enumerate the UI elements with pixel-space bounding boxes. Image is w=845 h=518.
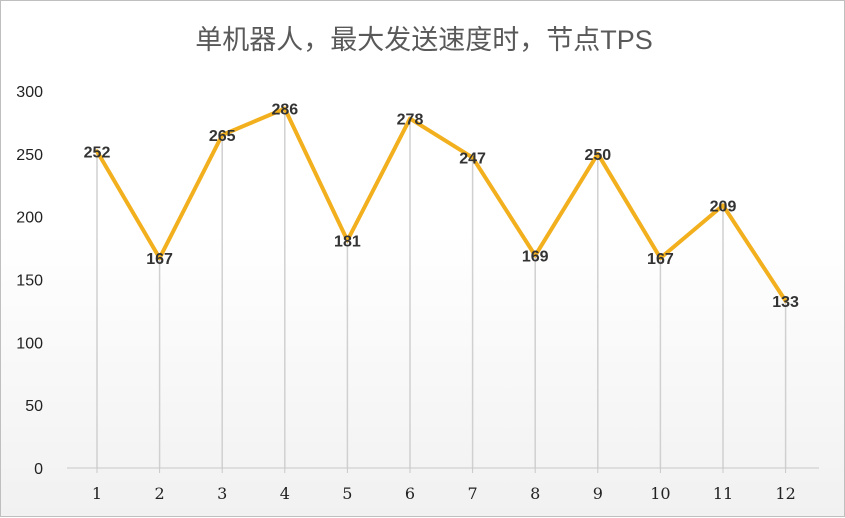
drop-lines-group: [97, 109, 786, 468]
y-tick-label: 150: [16, 273, 43, 290]
y-tick-label: 300: [16, 84, 43, 101]
data-label: 265: [209, 128, 236, 145]
y-tick-label: 50: [25, 398, 43, 415]
x-tick-label: 6: [405, 484, 415, 503]
y-tick-label: 200: [16, 210, 43, 227]
data-label: 247: [459, 151, 486, 168]
x-tick-label: 5: [342, 484, 352, 503]
data-label: 169: [522, 249, 549, 266]
x-tick-label: 8: [530, 484, 540, 503]
x-tick-label: 7: [468, 484, 478, 503]
series-group: [97, 108, 786, 300]
x-tick-label: 4: [280, 484, 290, 503]
chart-title: 单机器人，最大发送速度时，节点TPS: [195, 25, 653, 55]
y-tick-label: 250: [16, 147, 43, 164]
data-label: 252: [84, 144, 111, 161]
data-label: 250: [584, 147, 611, 164]
data-label: 278: [397, 112, 424, 129]
data-label: 209: [710, 198, 737, 215]
x-tick-label: 12: [775, 484, 795, 503]
data-label: 133: [772, 294, 799, 311]
data-label: 167: [647, 251, 674, 268]
data-label: 286: [271, 102, 298, 119]
data-label: 167: [146, 251, 173, 268]
x-tick-label: 9: [593, 484, 603, 503]
x-tick-label: 11: [713, 484, 733, 503]
data-label: 181: [334, 234, 361, 251]
data-labels-group: 252 167 265 286 181 278 247 169 250 167 209 133: [84, 102, 799, 311]
x-tick-label: 3: [217, 484, 227, 503]
x-tick-label: 2: [155, 484, 165, 503]
x-tick-label: 1: [92, 484, 102, 503]
y-tick-label: 0: [34, 461, 43, 478]
x-tick-label: 10: [650, 484, 670, 503]
series-line: [97, 109, 786, 301]
y-tick-label: 100: [16, 335, 43, 352]
